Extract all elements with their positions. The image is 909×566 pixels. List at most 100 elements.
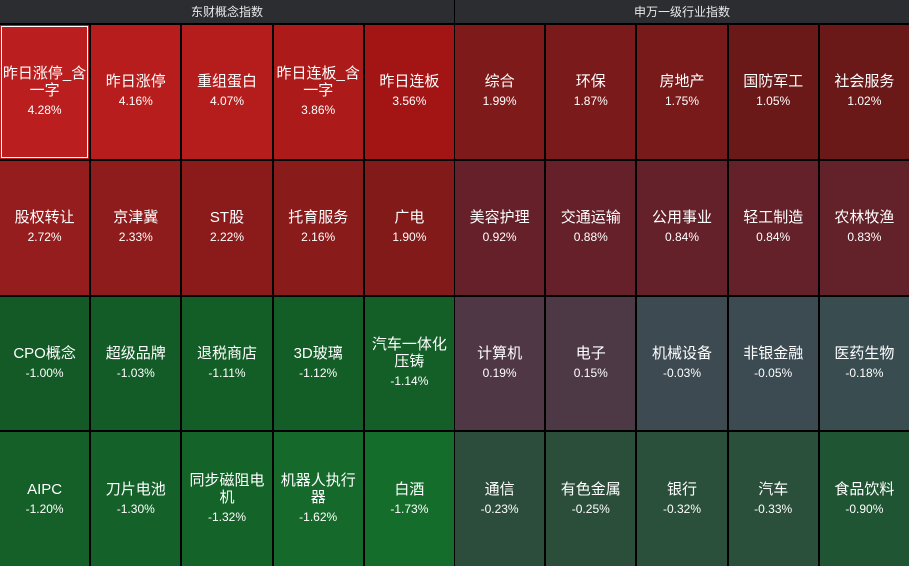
industry-tile[interactable]: 机械设备 -0.03% bbox=[637, 296, 727, 431]
tile-name: 汽车 bbox=[758, 480, 789, 498]
industry-tile[interactable]: 国防军工 1.05% bbox=[728, 25, 818, 159]
industry-tile[interactable]: 有色金属 -0.25% bbox=[546, 432, 636, 566]
industry-tile[interactable]: 轻工制造 0.84% bbox=[728, 160, 818, 295]
tile-change-percent: -1.73% bbox=[390, 501, 429, 516]
concept-tile[interactable]: 广电 1.90% bbox=[364, 160, 454, 295]
industry-tile[interactable]: 交通运输 0.88% bbox=[546, 160, 636, 295]
tile-change-percent: -0.90% bbox=[845, 501, 884, 516]
tile-change-percent: -0.25% bbox=[571, 501, 610, 516]
concept-tile[interactable]: 托育服务 2.16% bbox=[273, 160, 363, 295]
tile-name: 广电 bbox=[394, 209, 425, 227]
concept-index-panel: 东财概念指数 昨日涨停_含一字 4.28% 昨日涨停 4.16% 重组蛋白 4.07% 昨日… bbox=[0, 0, 454, 566]
industry-tile[interactable]: 汽车 -0.33% bbox=[728, 432, 818, 566]
tile-name: 退税商店 bbox=[196, 344, 257, 362]
concept-tile[interactable]: 3D玻璃 -1.12% bbox=[273, 296, 363, 431]
concept-tile[interactable]: 超级品牌 -1.03% bbox=[91, 296, 181, 431]
tile-change-percent: -0.18% bbox=[845, 365, 884, 380]
industry-tile[interactable]: 计算机 0.19% bbox=[455, 296, 545, 431]
concept-tile[interactable]: 昨日涨停_含一字 4.28% bbox=[0, 25, 90, 159]
tile-change-percent: 1.99% bbox=[482, 94, 517, 109]
concept-tile[interactable]: 退税商店 -1.11% bbox=[182, 296, 272, 431]
concept-tile[interactable]: 股权转让 2.72% bbox=[0, 160, 90, 295]
concept-tile[interactable]: 机器人执行器 -1.62% bbox=[273, 432, 363, 566]
concept-tile[interactable]: CPO概念 -1.00% bbox=[0, 296, 90, 431]
concept-tile[interactable]: 京津冀 2.33% bbox=[91, 160, 181, 295]
tile-change-percent: -1.20% bbox=[25, 501, 64, 516]
industry-index-grid: 综合 1.99% 环保 1.87% 房地产 1.75% 国防军工 1.05% 社会服务 1.02%… bbox=[455, 25, 909, 566]
tile-name: 计算机 bbox=[477, 344, 523, 362]
concept-tile[interactable]: ST股 2.22% bbox=[182, 160, 272, 295]
industry-tile[interactable]: 通信 -0.23% bbox=[455, 432, 545, 566]
tile-name: 3D玻璃 bbox=[293, 344, 343, 362]
concept-tile[interactable]: 同步磁阻电机 -1.32% bbox=[182, 432, 272, 566]
tile-name: 交通运输 bbox=[560, 209, 621, 227]
tile-name: 房地产 bbox=[659, 73, 705, 91]
tile-change-percent: -0.33% bbox=[754, 501, 793, 516]
tile-name: CPO概念 bbox=[13, 344, 76, 362]
industry-tile[interactable]: 公用事业 0.84% bbox=[637, 160, 727, 295]
panel-divider bbox=[454, 0, 455, 566]
industry-tile[interactable]: 电子 0.15% bbox=[546, 296, 636, 431]
tile-name: 美容护理 bbox=[469, 209, 530, 227]
tile-name: 机器人执行器 bbox=[280, 472, 356, 507]
concept-tile[interactable]: 昨日涨停 4.16% bbox=[91, 25, 181, 159]
tile-change-percent: -1.00% bbox=[25, 365, 64, 380]
tile-change-percent: -1.12% bbox=[299, 365, 338, 380]
concept-tile[interactable]: AIPC -1.20% bbox=[0, 432, 90, 566]
tile-change-percent: 1.02% bbox=[847, 94, 882, 109]
industry-tile[interactable]: 银行 -0.32% bbox=[637, 432, 727, 566]
tile-name: 食品饮料 bbox=[834, 480, 895, 498]
tile-change-percent: 1.05% bbox=[756, 94, 791, 109]
tile-name: 非银金融 bbox=[743, 344, 804, 362]
tile-name: 机械设备 bbox=[651, 344, 712, 362]
industry-tile[interactable]: 社会服务 1.02% bbox=[819, 25, 909, 159]
tile-change-percent: 2.72% bbox=[27, 230, 62, 245]
tile-name: 公用事业 bbox=[651, 209, 712, 227]
tile-change-percent: 0.88% bbox=[573, 230, 608, 245]
concept-tile[interactable]: 刀片电池 -1.30% bbox=[91, 432, 181, 566]
tile-name: 股权转让 bbox=[14, 209, 75, 227]
tile-change-percent: 0.92% bbox=[482, 230, 517, 245]
concept-tile[interactable]: 重组蛋白 4.07% bbox=[182, 25, 272, 159]
concept-tile[interactable]: 汽车一体化压铸 -1.14% bbox=[364, 296, 454, 431]
tile-change-percent: 0.83% bbox=[847, 230, 882, 245]
concept-tile[interactable]: 昨日连板 3.56% bbox=[364, 25, 454, 159]
industry-index-header: 申万一级行业指数 bbox=[455, 0, 909, 24]
industry-tile[interactable]: 非银金融 -0.05% bbox=[728, 296, 818, 431]
tile-change-percent: -1.14% bbox=[390, 374, 429, 389]
tile-change-percent: -0.05% bbox=[754, 365, 793, 380]
concept-index-header: 东财概念指数 bbox=[0, 0, 454, 24]
tile-change-percent: 0.84% bbox=[664, 230, 699, 245]
industry-tile[interactable]: 医药生物 -0.18% bbox=[819, 296, 909, 431]
tile-name: 环保 bbox=[575, 73, 606, 91]
tile-change-percent: -1.03% bbox=[116, 365, 155, 380]
tile-change-percent: 3.56% bbox=[392, 94, 427, 109]
tile-change-percent: 1.87% bbox=[573, 94, 608, 109]
tile-name: 银行 bbox=[666, 480, 697, 498]
tile-name: 昨日连板 bbox=[379, 73, 440, 91]
tile-change-percent: 4.07% bbox=[209, 94, 244, 109]
industry-tile[interactable]: 综合 1.99% bbox=[455, 25, 545, 159]
tile-name: 同步磁阻电机 bbox=[189, 472, 265, 507]
industry-tile[interactable]: 农林牧渔 0.83% bbox=[819, 160, 909, 295]
tile-name: 汽车一体化压铸 bbox=[371, 336, 447, 371]
industry-tile[interactable]: 食品饮料 -0.90% bbox=[819, 432, 909, 566]
tile-change-percent: -1.11% bbox=[208, 365, 246, 380]
tile-name: 医药生物 bbox=[834, 344, 895, 362]
industry-tile[interactable]: 房地产 1.75% bbox=[637, 25, 727, 159]
tile-name: 国防军工 bbox=[743, 73, 804, 91]
tile-name: 白酒 bbox=[394, 480, 425, 498]
industry-tile[interactable]: 环保 1.87% bbox=[546, 25, 636, 159]
concept-tile[interactable]: 昨日连板_含一字 3.86% bbox=[273, 25, 363, 159]
tile-name: 超级品牌 bbox=[105, 344, 166, 362]
tile-change-percent: -1.32% bbox=[207, 510, 246, 525]
tile-name: 刀片电池 bbox=[105, 480, 166, 498]
tile-change-percent: 0.19% bbox=[482, 365, 517, 380]
tile-change-percent: 3.86% bbox=[301, 102, 336, 117]
tile-name: 京津冀 bbox=[113, 209, 159, 227]
tile-change-percent: 2.33% bbox=[118, 230, 153, 245]
tile-name: 轻工制造 bbox=[743, 209, 804, 227]
industry-tile[interactable]: 美容护理 0.92% bbox=[455, 160, 545, 295]
tile-change-percent: -1.30% bbox=[116, 501, 155, 516]
concept-tile[interactable]: 白酒 -1.73% bbox=[364, 432, 454, 566]
